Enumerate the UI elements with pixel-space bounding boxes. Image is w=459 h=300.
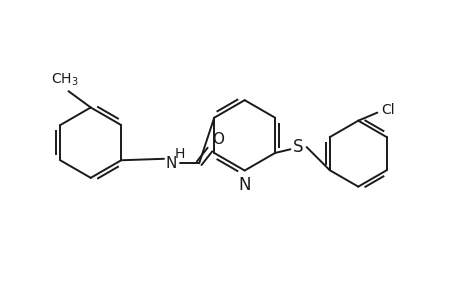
Text: S: S [293,138,303,156]
Text: CH$_3$: CH$_3$ [51,71,79,88]
Text: N: N [165,156,177,171]
Text: N: N [238,176,250,194]
Text: O: O [212,132,224,147]
Text: H: H [174,147,184,161]
Text: Cl: Cl [381,103,394,117]
